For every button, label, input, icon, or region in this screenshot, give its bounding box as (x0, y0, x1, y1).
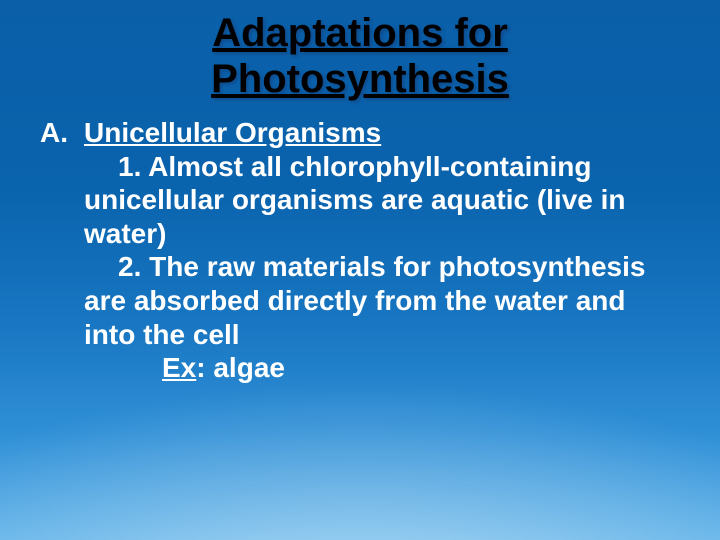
example-value: algae (213, 352, 285, 383)
point-2-number: 2. (84, 250, 141, 284)
example-line: Ex: algae (84, 351, 680, 385)
example-separator: : (196, 352, 213, 383)
point-1-number: 1. (84, 150, 141, 184)
point-1: 1. Almost all chlorophyll-containing uni… (84, 150, 680, 251)
section-row: A. Unicellular Organisms (40, 116, 680, 150)
title-line-2: Photosynthesis (211, 57, 509, 101)
slide: Adaptations for Photosynthesis A. Unicel… (0, 0, 720, 540)
point-2-text: The raw materials for photosynthesis are… (84, 251, 645, 349)
slide-title: Adaptations for Photosynthesis (40, 10, 680, 102)
point-1-text: Almost all chlorophyll-containing unicel… (84, 151, 626, 249)
section-heading: Unicellular Organisms (84, 116, 381, 150)
slide-body: A. Unicellular Organisms 1. Almost all c… (40, 116, 680, 385)
section-content: 1. Almost all chlorophyll-containing uni… (84, 150, 680, 385)
title-line-1: Adaptations for (212, 11, 508, 55)
section-marker: A. (40, 116, 84, 150)
point-2: 2. The raw materials for photosynthesis … (84, 250, 680, 351)
example-label: Ex (162, 352, 196, 383)
